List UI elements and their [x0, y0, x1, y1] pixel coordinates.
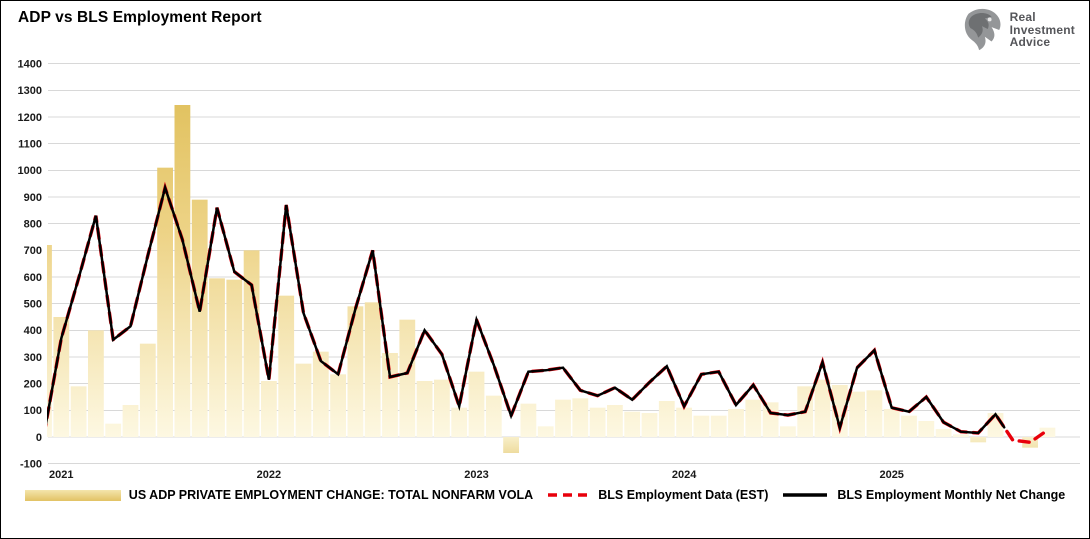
adp-bar [762, 402, 779, 437]
adp-bar [347, 306, 364, 437]
adp-bar [624, 411, 641, 437]
adp-bar [814, 379, 831, 437]
adp-bar [918, 421, 935, 437]
adp-bar [503, 437, 519, 453]
y-tick-label: 700 [24, 245, 42, 257]
adp-bar [88, 330, 104, 437]
logo-line-1: Real [1009, 10, 1036, 25]
logo-text: Real Investment Advice [1010, 11, 1075, 49]
logo-line-2: Investment [1009, 22, 1075, 37]
adp-bar [295, 363, 312, 437]
adp-bar [47, 245, 52, 437]
y-tick-label: -100 [20, 458, 42, 470]
adp-bar [831, 385, 848, 437]
y-tick-label: 500 [24, 298, 42, 310]
y-axis-labels: -100 0 100 200 300 400 500 600 700 800 900 1000 1100… [18, 58, 42, 470]
adp-bar [330, 374, 346, 437]
adp-bar [901, 415, 917, 437]
y-tick-label: 600 [24, 272, 42, 284]
adp-bar [953, 434, 969, 437]
adp-bar [970, 437, 987, 443]
adp-bar [157, 167, 173, 437]
adp-bar [209, 278, 225, 437]
x-year-label: 2021 [49, 469, 73, 481]
chart-title: ADP vs BLS Employment Report [18, 9, 262, 26]
bls-monthly-line [47, 183, 1006, 435]
y-tick-label: 1000 [18, 165, 42, 177]
adp-bar [745, 399, 762, 437]
adp-bar [676, 407, 692, 437]
adp-bar [226, 279, 243, 437]
y-tick-label: 100 [24, 405, 42, 417]
adp-bar [122, 405, 139, 437]
logo-line-3: Advice [1009, 35, 1051, 50]
adp-bar [416, 381, 433, 437]
adp-bar [399, 319, 416, 437]
x-year-label: 2022 [257, 469, 281, 481]
adp-bar [382, 353, 398, 437]
adp-bar [1039, 427, 1056, 437]
y-tick-label: 0 [36, 432, 42, 444]
adp-bar [434, 379, 450, 437]
adp-bar [174, 105, 191, 437]
adp-bar [105, 423, 122, 437]
eagle-icon [964, 8, 1001, 51]
est-dashed-swatch [548, 493, 589, 497]
adp-bar [607, 405, 623, 437]
adp-bar [572, 398, 589, 437]
legend-item-bls: BLS Employment Monthly Net Change [781, 488, 1065, 502]
adp-bar [589, 407, 606, 437]
x-year-label: 2025 [879, 469, 903, 481]
y-tick-label: 200 [24, 378, 42, 390]
adp-bar [710, 415, 727, 437]
legend-item-est: BLS Employment Data (EST) [546, 488, 768, 502]
chart-legend: US ADP PRIVATE EMPLOYMENT CHANGE: TOTAL … [1, 488, 1089, 502]
x-year-label: 2023 [464, 469, 488, 481]
adp-bar [641, 413, 658, 437]
est-legend-label: BLS Employment Data (EST) [598, 488, 769, 502]
adp-bar [70, 386, 87, 437]
adp-bar [364, 302, 381, 437]
adp-bar [520, 403, 537, 437]
x-axis-labels: 2021 2022 2023 2024 2025 [49, 469, 904, 481]
y-tick-label: 800 [24, 218, 42, 230]
adp-bar [658, 401, 675, 437]
bls-line-swatch [783, 493, 828, 497]
legend-item-adp: US ADP PRIVATE EMPLOYMENT CHANGE: TOTAL … [24, 488, 534, 502]
y-tick-label: 1400 [18, 58, 42, 70]
adp-bar [728, 409, 744, 437]
y-tick-label: 400 [24, 325, 42, 337]
adp-bar [485, 395, 502, 437]
real-investment-advice-logo: Real Investment Advice [958, 7, 1075, 53]
adp-bar [849, 391, 865, 437]
adp-legend-label: US ADP PRIVATE EMPLOYMENT CHANGE: TOTAL … [128, 488, 534, 502]
adp-bar [555, 399, 571, 437]
adp-bar [780, 426, 796, 437]
adp-bar [139, 343, 156, 437]
adp-bars [47, 105, 1056, 453]
adp-bar [278, 295, 295, 437]
adp-bar [693, 415, 710, 437]
adp-bar [883, 409, 900, 437]
adp-bar [537, 426, 554, 437]
y-tick-label: 900 [24, 192, 42, 204]
adp-bar [53, 317, 70, 437]
adp-bar [243, 250, 260, 437]
adp-bar [866, 390, 883, 437]
adp-bar [312, 351, 329, 437]
adp-bar [191, 199, 208, 437]
adp-bar [261, 381, 277, 437]
y-tick-label: 300 [24, 352, 42, 364]
adp-bar [451, 407, 468, 437]
x-year-label: 2024 [672, 469, 697, 481]
bls-legend-label: BLS Employment Monthly Net Change [837, 488, 1066, 502]
adp-bar-swatch [24, 489, 121, 501]
adp-bar [468, 371, 485, 437]
y-tick-label: 1200 [18, 112, 42, 124]
y-tick-label: 1100 [18, 138, 42, 150]
y-tick-label: 1300 [18, 85, 42, 97]
adp-bar [935, 429, 952, 437]
